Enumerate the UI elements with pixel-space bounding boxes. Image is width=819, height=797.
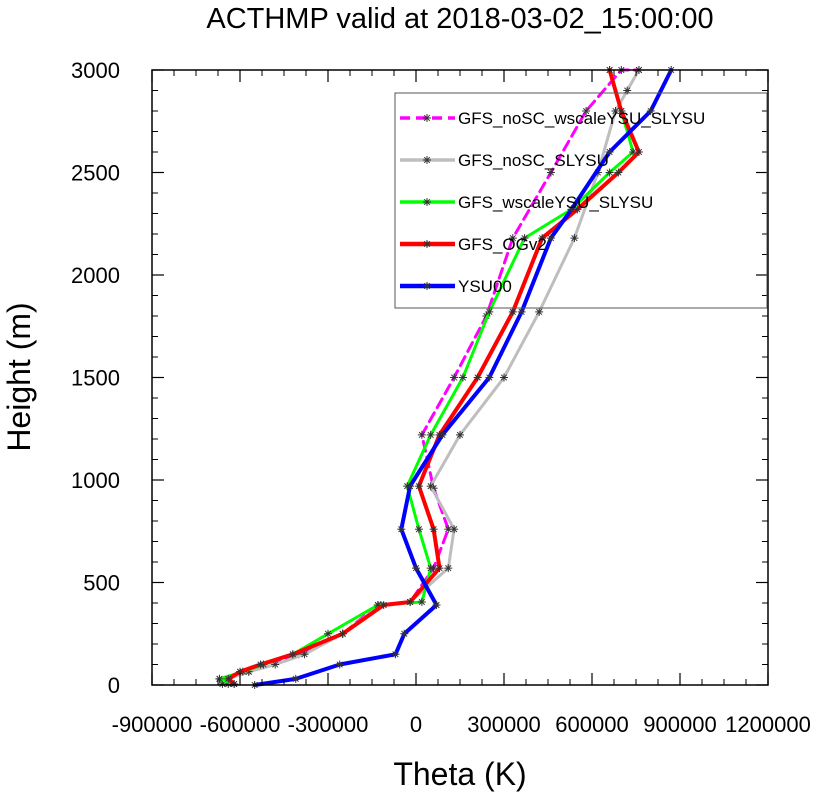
series-marker [426,482,435,491]
series-marker [224,674,233,683]
series-marker [535,307,544,316]
y-tick-label: 0 [108,673,120,698]
series-marker [444,564,453,573]
y-axis-title: Height (m) [1,302,37,451]
series-marker [391,650,400,659]
series-marker [458,373,467,382]
x-tick-label: 600000 [555,712,628,737]
legend: GFS_noSC_wscaleYSU_SLYSU GFS_noSC_SLYSU GF… [394,92,768,309]
y-tick-label: 2500 [71,161,120,186]
series-marker [406,482,415,491]
series-marker [611,107,620,115]
y-tick-label: 3000 [71,58,120,83]
series-marker [646,107,655,115]
series-layer [215,66,676,689]
series-marker [520,234,529,243]
series-marker [414,482,423,491]
plot-frame [151,69,769,686]
series-marker [450,525,459,534]
legend-label: GFS_noSC_wscaleYSU_SLYSU [458,109,705,128]
series-marker [423,114,431,122]
y-tick-label: 500 [83,571,120,596]
series-marker [500,373,508,382]
series-marker [634,148,643,156]
series-marker [546,234,555,243]
legend-label: GFS_noSC_SLYSU [458,151,609,170]
series-marker [538,234,547,243]
x-tick-label: 300000 [467,712,540,737]
series-marker [614,168,623,177]
x-axis-title: Theta (K) [393,756,526,792]
y-tick-label: 1500 [71,366,120,391]
x-tick-label: -600000 [200,712,281,737]
series-marker [406,597,415,606]
series-marker [400,629,409,638]
series-marker [517,307,526,316]
series-marker [412,564,420,573]
series-marker [473,373,482,382]
series-marker [230,679,239,688]
series-marker [423,282,431,290]
x-tick-label: -300000 [288,712,369,737]
legend-label: GFS_wscaleYSU_SLYSU [458,193,653,212]
series-marker [335,660,344,669]
series-marker [379,601,388,610]
series-marker [288,650,297,659]
series-marker [429,525,438,534]
series-marker [546,168,555,177]
x-tick-label: 1200000 [725,712,811,737]
legend-label: GFS_OGv2 [458,235,547,254]
series-marker [423,240,431,248]
series-marker [582,107,591,115]
series-marker [215,674,224,683]
x-tick-label: 0 [410,712,422,737]
series-marker [438,430,447,439]
series-marker [423,156,431,164]
series-marker [397,525,406,534]
series-marker [426,564,435,573]
series-marker [485,373,494,382]
series-marker [324,629,332,638]
series-marker [417,597,426,606]
y-tick-label: 1000 [71,468,120,493]
series-marker [435,564,444,573]
series-marker [617,107,626,115]
chart-title: ACTHMP valid at 2018-03-02_15:00:00 [206,3,713,35]
series-marker [423,198,431,206]
series-marker [570,234,579,243]
ticks-layer: -900000 -600000 -300000 0 300000 600000 900000… [71,58,811,737]
series-marker [508,234,517,243]
x-tick-label: 900000 [643,712,716,737]
series-marker [485,307,494,316]
legend-box [394,92,768,309]
series-marker [426,430,435,439]
legend-label: YSU00 [458,277,512,296]
series-marker [256,660,265,669]
x-tick-label: -900000 [112,712,193,737]
y-tick-label: 2000 [71,263,120,288]
series-marker [291,674,300,683]
series-marker [414,525,423,534]
series-marker [450,373,459,382]
series-marker [417,430,426,439]
series-marker [432,601,441,610]
series-line-gfs-ogv2 [226,68,641,686]
series-marker [508,307,517,316]
series-marker [456,430,464,439]
series-marker [605,148,614,156]
series-marker [567,205,576,214]
series-marker [338,629,347,638]
series-marker [605,168,614,177]
